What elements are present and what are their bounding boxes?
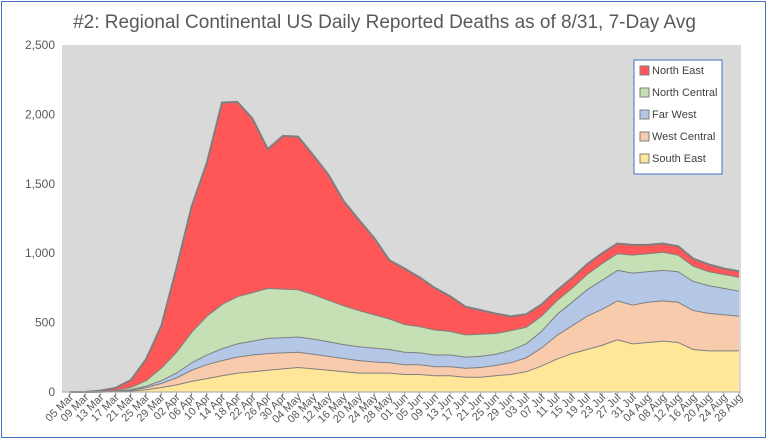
area-north-central bbox=[70, 251, 739, 392]
area-west-central bbox=[70, 300, 739, 392]
area-line-north-east bbox=[70, 100, 740, 393]
y-tick-label: 500 bbox=[35, 316, 55, 330]
y-tick-label: 2,500 bbox=[25, 38, 55, 52]
legend-swatch bbox=[639, 109, 650, 120]
y-tick-label: 1,000 bbox=[25, 246, 55, 260]
chart-title: #2: Regional Continental US Daily Report… bbox=[73, 12, 696, 33]
legend-label: South East bbox=[652, 153, 706, 165]
y-tick-label: 2,000 bbox=[25, 107, 55, 121]
legend-label: North East bbox=[652, 65, 704, 77]
y-axis: 0 500 1,000 1,500 2,000 2,500 bbox=[25, 38, 55, 399]
area-layers bbox=[70, 100, 740, 393]
legend-label: North Central bbox=[652, 87, 717, 99]
legend: North East North Central Far West West Cent… bbox=[633, 59, 723, 175]
area-north-east bbox=[70, 101, 739, 393]
legend-label: West Central bbox=[652, 131, 715, 143]
legend-swatch bbox=[639, 153, 650, 164]
y-tick-label: 1,500 bbox=[25, 177, 55, 191]
legend-swatch bbox=[639, 87, 650, 98]
y-tick-label: 0 bbox=[48, 385, 55, 399]
area-south-east bbox=[70, 339, 739, 392]
legend-label: Far West bbox=[652, 109, 696, 121]
legend-swatch bbox=[639, 131, 650, 142]
legend-swatch bbox=[639, 65, 650, 76]
area-far-west bbox=[70, 269, 739, 392]
